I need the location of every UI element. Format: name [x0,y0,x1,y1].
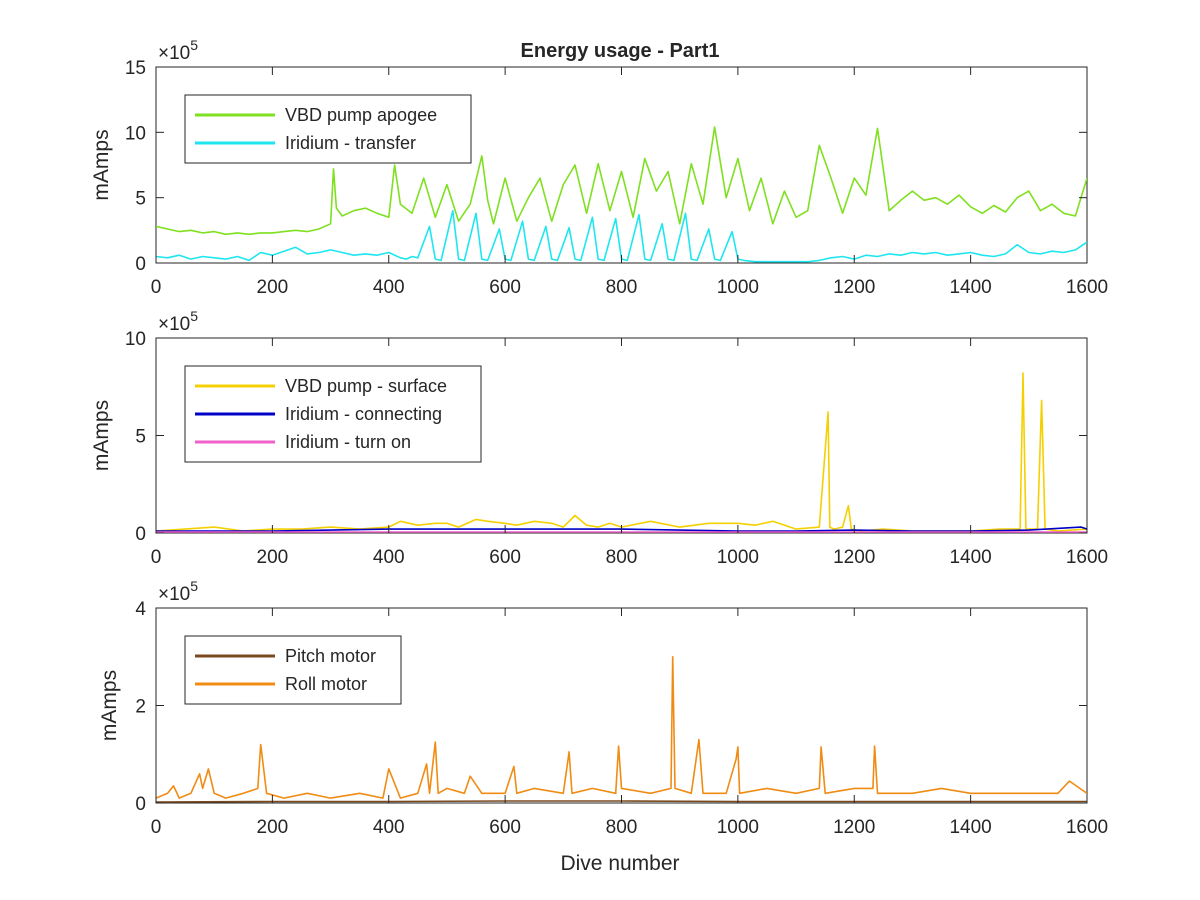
figure-title: Energy usage - Part1 [521,40,720,62]
subplots: 0 200 400 600 800 1000 1200 1400 1600051015×105m… [90,37,1108,838]
x-tick-label: 1600 [1066,277,1108,298]
subplot-1: 0 200 400 600 800 1000 1200 1400 1600051015×105m… [90,37,1108,298]
x-tick-label: 400 [373,547,405,568]
y-tick-label: 0 [135,524,146,545]
x-tick-label: 1200 [833,277,875,298]
x-tick-label: 1000 [717,277,759,298]
subplot-3: 0 200 400 600 800 1000 1200 1400 1600 0 2 4 ×105 mAmp… [98,578,1108,838]
x-tick-label: 0 [151,817,162,838]
x-tick-label: 1600 [1066,547,1108,568]
y-axis-label: mAmps [98,670,121,741]
series-line-2 [156,656,1087,799]
y-tick-label: 0 [135,794,146,815]
y-tick-label: 5 [135,427,146,448]
y-exponent-label: ×105 [158,308,198,335]
y-exponent-label: ×105 [158,37,198,64]
legend-label-1: VBD pump - surface [285,376,447,396]
x-tick-label: 1200 [833,817,875,838]
legend-label-3: Iridium - turn on [285,432,411,452]
y-tick-label: 10 [125,123,146,144]
x-tick-label: 1000 [717,547,759,568]
legend-label-1: VBD pump apogee [285,105,437,125]
y-tick-label: 4 [135,599,146,620]
x-tick-label: 600 [489,277,521,298]
y-axis-label: mAmps [90,400,113,471]
legend-box [184,635,402,705]
series-line-2 [156,526,1087,532]
y-exponent-power: 5 [190,578,198,594]
legend-1: VBD pump apogee Iridium - transfer [184,94,472,164]
x-tick-label: 200 [257,817,289,838]
y-exponent-base: ×10 [158,43,190,64]
x-tick-label: 1200 [833,547,875,568]
x-tick-label: 1400 [949,817,991,838]
x-tick-label: 200 [257,277,289,298]
x-tick-label: 800 [606,817,638,838]
legend-label-2: Iridium - transfer [285,133,416,153]
y-tick-label: 5 [135,189,146,210]
y-tick-label: 15 [125,58,146,79]
series-group [156,126,1087,263]
x-tick-label: 0 [151,547,162,568]
y-exponent-base: ×10 [158,584,190,605]
y-axis-label: mAmps [90,129,113,200]
series-line-1 [156,126,1087,236]
y-tick-label: 2 [135,697,146,718]
y-exponent-power: 5 [190,37,198,53]
x-tick-label: 0 [151,277,162,298]
legend-box [184,94,472,164]
x-tick-label: 600 [489,817,521,838]
subplot-2: 0 200 400 600 800 1000 1200 1400 16000510×105mAm… [90,308,1108,568]
legend-3: Pitch motor Roll motor [184,635,402,705]
y-exponent-label: ×105 [158,578,198,605]
y-tick-label: 10 [125,329,146,350]
y-tick-label: 0 [135,254,146,275]
x-tick-label: 800 [606,547,638,568]
legend-label-1: Pitch motor [285,646,376,666]
y-exponent-base: ×10 [158,314,190,335]
x-tick-label: 400 [373,277,405,298]
x-tick-label: 1400 [949,547,991,568]
x-tick-label: 600 [489,547,521,568]
series-line-2 [156,209,1087,263]
x-axis-label: Dive number [560,852,679,875]
x-tick-label: 400 [373,817,405,838]
x-tick-label: 1600 [1066,817,1108,838]
x-tick-label: 200 [257,547,289,568]
x-tick-label: 1400 [949,277,991,298]
x-tick-label: 1000 [717,817,759,838]
legend-2: VBD pump - surface Iridium - connecting Ir… [184,365,482,463]
legend-label-2: Roll motor [285,674,367,694]
x-tick-label: 800 [606,277,638,298]
legend-label-2: Iridium - connecting [285,404,442,424]
y-exponent-power: 5 [190,308,198,324]
